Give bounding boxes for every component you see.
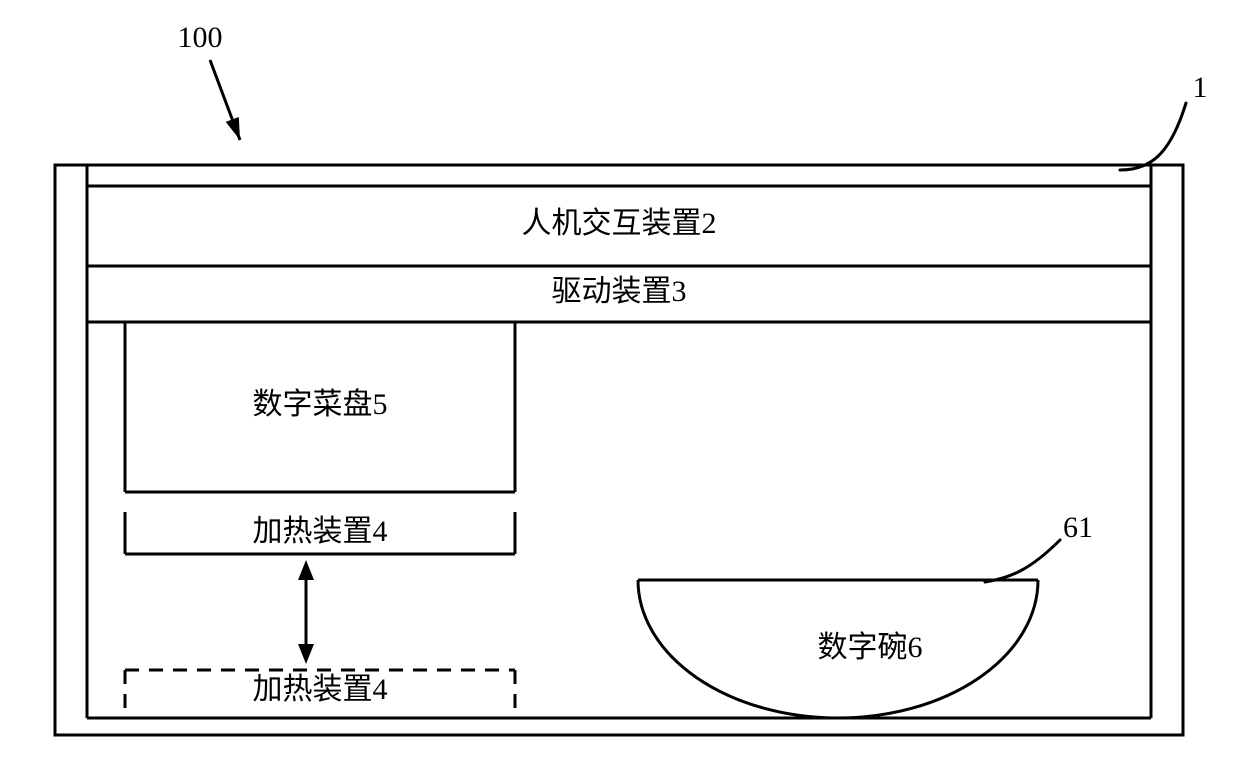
hmi-label: 人机交互装置2 [522, 207, 717, 240]
callout-100-label: 100 [178, 21, 223, 54]
heater-label: 加热装置4 [253, 515, 388, 548]
plate-label: 数字菜盘5 [253, 388, 388, 421]
heater-ghost-label: 加热装置4 [253, 673, 388, 706]
drive-label: 驱动装置3 [552, 275, 687, 308]
bowl-label: 数字碗6 [818, 631, 923, 664]
callout-1-label: 1 [1193, 71, 1208, 104]
canvas-bg [0, 0, 1240, 781]
callout-61-label: 61 [1063, 511, 1093, 544]
